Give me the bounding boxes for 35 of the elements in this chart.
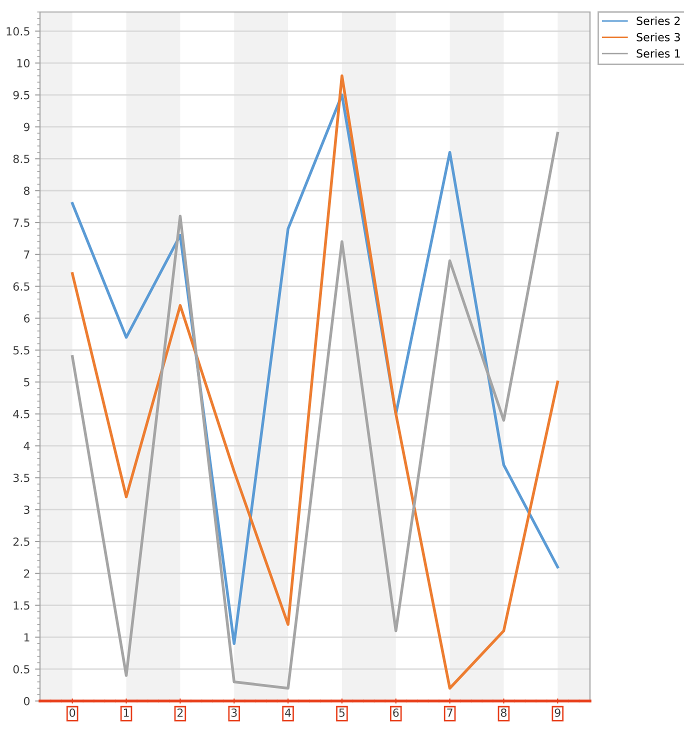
x-tick-label: 6 — [393, 708, 399, 717]
y-tick-label: 6 — [24, 314, 30, 323]
y-tick-label: 7 — [24, 250, 30, 259]
y-tick-label: 1 — [24, 633, 30, 642]
y-tick-label: 6.5 — [13, 282, 30, 291]
y-tick-label: 0.5 — [13, 665, 30, 674]
y-tick-label: 4.5 — [13, 410, 30, 418]
y-tick-label: 3.5 — [13, 474, 30, 482]
y-tick-label: 5.5 — [13, 346, 30, 354]
y-tick-label: 2.5 — [13, 537, 30, 546]
x-tick-label: 0 — [70, 708, 76, 717]
x-tick-label: 1 — [124, 708, 129, 717]
y-tick-label: 1.5 — [14, 601, 30, 610]
legend-label: Series 3 — [636, 32, 680, 42]
y-tick-label: 2 — [24, 569, 30, 578]
x-tick-label: 5 — [339, 708, 345, 717]
y-tick-label: 5 — [24, 378, 30, 386]
x-tick-label: 3 — [231, 708, 237, 717]
legend-label: Series 1 — [636, 49, 680, 58]
y-tick-label: 8.5 — [13, 154, 30, 164]
x-tick-label: 9 — [554, 708, 560, 717]
y-tick-label: 7.5 — [14, 218, 30, 227]
y-tick-label: 4 — [24, 442, 30, 450]
legend-label: Series 2 — [636, 16, 680, 26]
y-tick-label: 8 — [24, 186, 30, 196]
x-tick-label: 8 — [500, 708, 506, 717]
y-tick-label: 3 — [24, 506, 30, 514]
x-tick-label: 4 — [285, 708, 291, 717]
y-tick-label: 10.5 — [6, 27, 30, 36]
y-tick-label: 0 — [24, 696, 30, 706]
y-tick-label: 9 — [24, 122, 30, 132]
x-tick-label: 2 — [177, 708, 183, 717]
y-tick-label: 10 — [17, 59, 30, 68]
x-tick-label: 7 — [447, 708, 452, 717]
y-tick-label: 9.5 — [13, 90, 30, 100]
